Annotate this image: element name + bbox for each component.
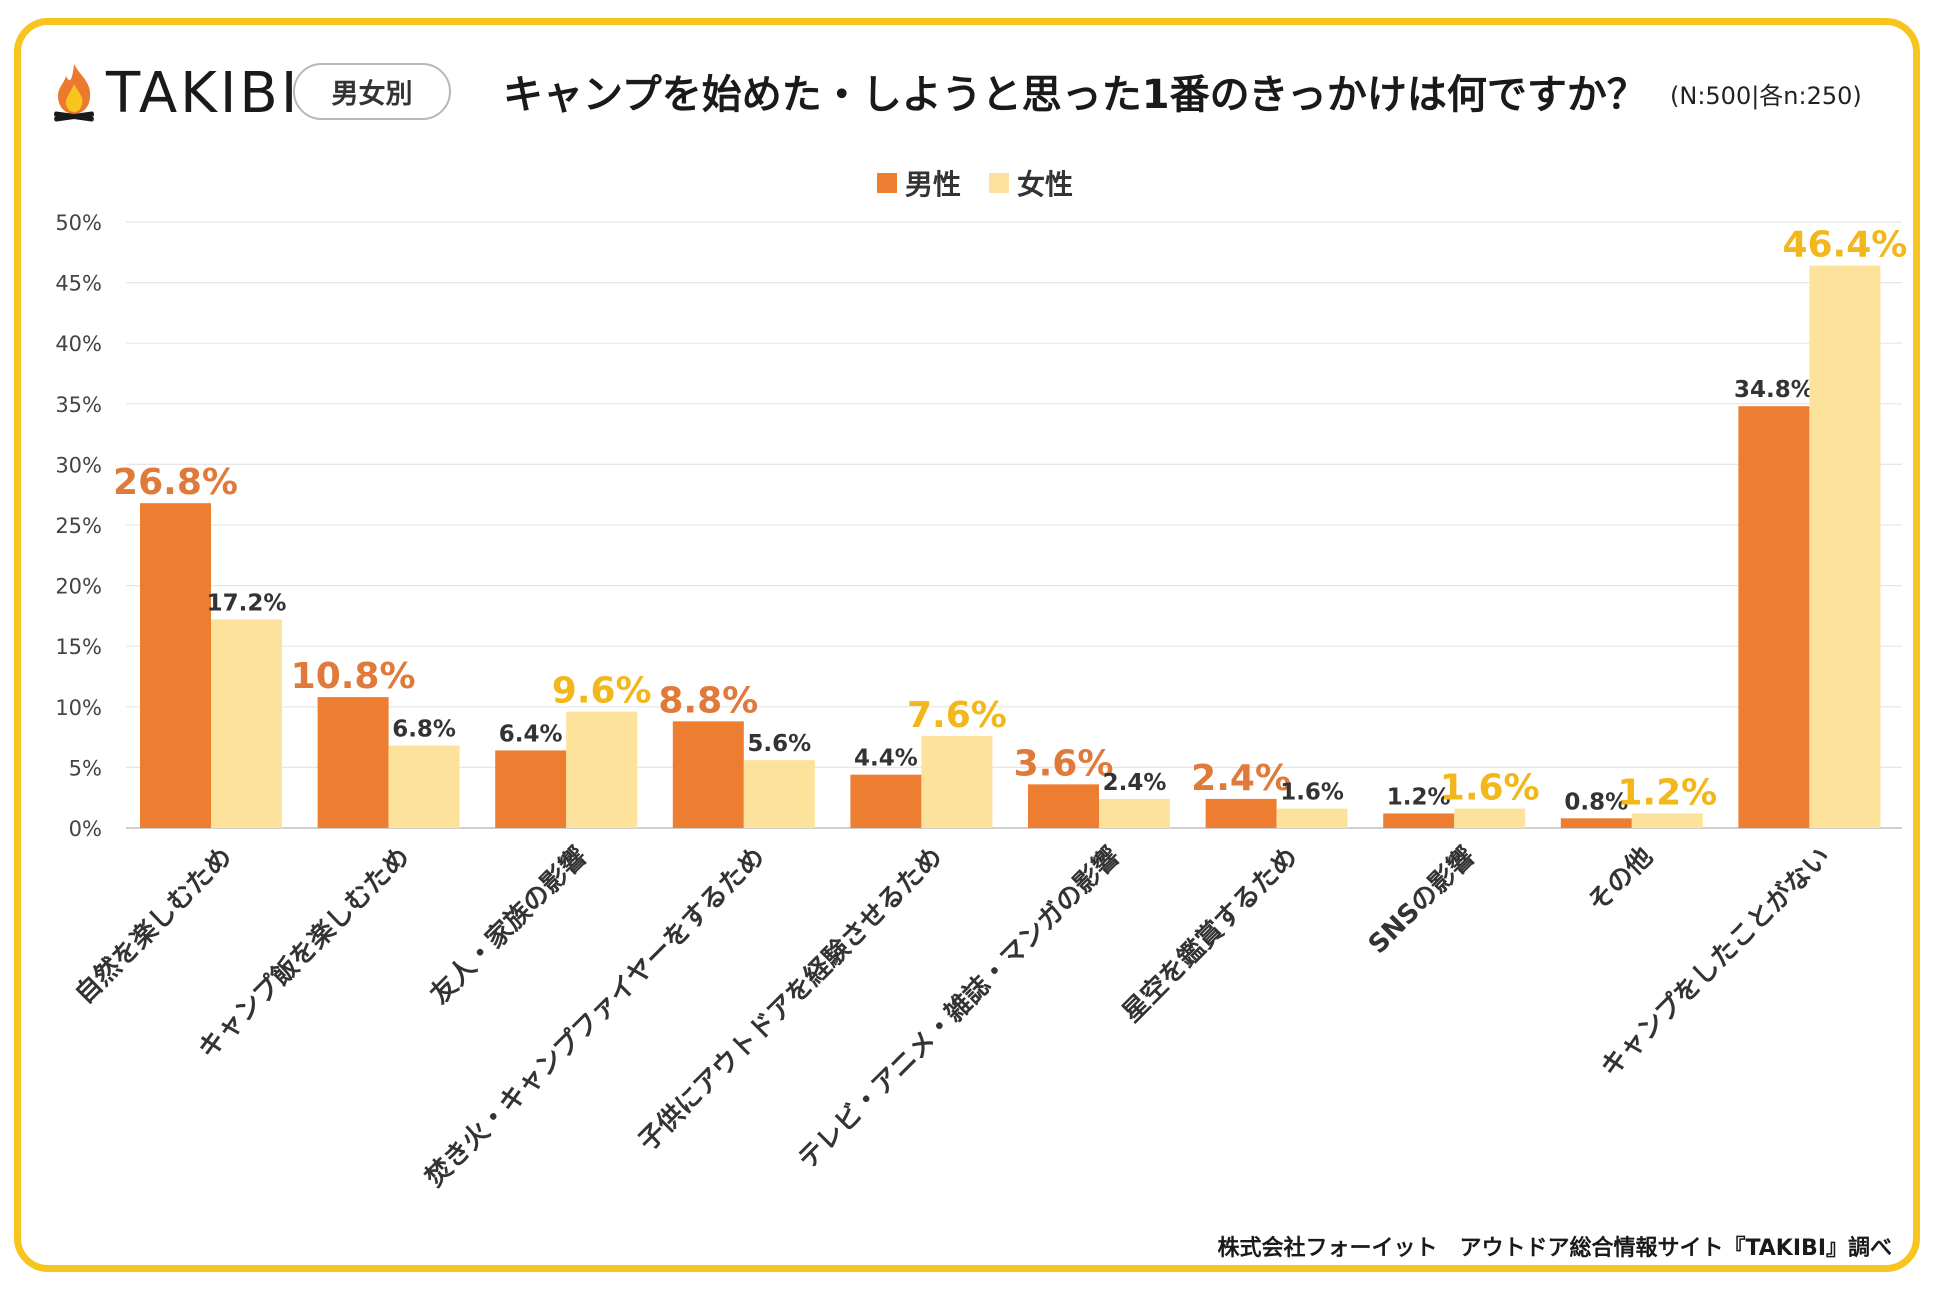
bar-male <box>1383 813 1455 828</box>
bar-female <box>921 735 993 828</box>
legend-item-female: 女性 <box>989 163 1073 203</box>
data-label-female: 5.6% <box>747 731 811 757</box>
bar-male <box>1738 406 1810 828</box>
data-label-female: 9.6% <box>552 671 652 712</box>
data-label-male: 10.8% <box>291 656 416 697</box>
y-tick-label: 25% <box>55 514 102 538</box>
legend-label-male: 男性 <box>904 168 961 201</box>
legend-swatch-male <box>876 173 897 193</box>
data-label-female: 1.6% <box>1280 780 1344 806</box>
brand-name: TAKIBI <box>106 60 301 126</box>
y-tick-label: 40% <box>55 332 102 356</box>
y-tick-label: 0% <box>69 817 102 841</box>
data-label-male: 0.8% <box>1564 789 1628 815</box>
bar-male <box>1205 798 1277 828</box>
bar-female <box>743 760 815 828</box>
data-label-male: 2.4% <box>1191 758 1291 799</box>
bar-male <box>317 697 389 828</box>
x-tick-label: テレビ・アニメ・雑誌・マンガの影響 <box>792 841 1126 1175</box>
x-tick-label: 星空を鑑賞するため <box>1116 841 1303 1028</box>
bar-male <box>1560 818 1632 828</box>
bar-male <box>495 750 567 828</box>
y-tick-label: 30% <box>55 453 102 477</box>
bar-female <box>566 711 638 828</box>
legend-swatch-female <box>989 173 1009 193</box>
data-label-male: 34.8% <box>1734 377 1814 403</box>
x-tick-label: SNSの影響 <box>1362 841 1481 960</box>
data-label-male: 3.6% <box>1014 743 1114 784</box>
data-label-male: 8.8% <box>658 680 758 721</box>
data-label-female: 17.2% <box>207 591 287 617</box>
bar-female <box>211 619 282 828</box>
x-tick-label: 子供にアウトドアを経験させるため <box>632 841 948 1157</box>
data-label-male: 6.4% <box>499 721 563 747</box>
data-label-female: 6.8% <box>392 717 456 743</box>
chart-legend: 男性 女性 <box>0 163 1950 203</box>
y-tick-label: 15% <box>55 635 102 659</box>
source-credit: 株式会社フォーイット アウトドア総合情報サイト『TAKIBI』調べ <box>1217 1236 1892 1261</box>
data-label-female: 7.6% <box>907 695 1007 736</box>
x-tick-label: 友人・家族の影響 <box>424 841 593 1010</box>
bar-male <box>850 774 922 828</box>
y-tick-label: 45% <box>55 272 102 296</box>
brand-logo: TAKIBI <box>52 58 300 128</box>
data-label-female: 46.4% <box>1782 225 1907 266</box>
x-tick-label: 焚き火・キャンプファイヤーをするため <box>420 842 771 1193</box>
data-label-female: 1.6% <box>1440 768 1540 809</box>
chart-title: キャンプを始めた・しようと思った1番のきっかけは何ですか？ <box>503 72 1647 118</box>
bar-female <box>1276 808 1348 828</box>
bar-male <box>1028 784 1099 828</box>
data-label-female: 1.2% <box>1617 772 1717 813</box>
y-tick-label: 5% <box>69 756 102 780</box>
y-tick-label: 20% <box>55 575 102 599</box>
x-tick-label: 自然を楽しむため <box>69 841 238 1010</box>
sample-size: (N:500|各n:250) <box>1670 82 1862 110</box>
bar-female <box>1454 808 1526 828</box>
card-frame <box>14 18 1920 1272</box>
data-label-female: 2.4% <box>1103 770 1167 796</box>
legend-item-male: 男性 <box>876 163 961 203</box>
bar-female <box>1809 265 1881 829</box>
data-label-male: 4.4% <box>854 746 918 772</box>
y-tick-label: 50% <box>55 211 102 235</box>
bar-female <box>388 745 460 828</box>
legend-label-female: 女性 <box>1017 168 1074 201</box>
x-tick-label: その他 <box>1582 842 1658 918</box>
bar-male <box>672 721 744 828</box>
data-label-male: 1.2% <box>1387 784 1451 810</box>
bar-female <box>1631 813 1703 828</box>
y-tick-label: 10% <box>55 696 102 720</box>
bar-male <box>140 503 211 828</box>
gender-badge: 男女別 <box>293 63 451 120</box>
data-label-male: 26.8% <box>113 462 238 503</box>
y-tick-label: 35% <box>55 393 102 417</box>
bar-female <box>1099 798 1170 828</box>
flame-logo-icon <box>54 64 94 122</box>
